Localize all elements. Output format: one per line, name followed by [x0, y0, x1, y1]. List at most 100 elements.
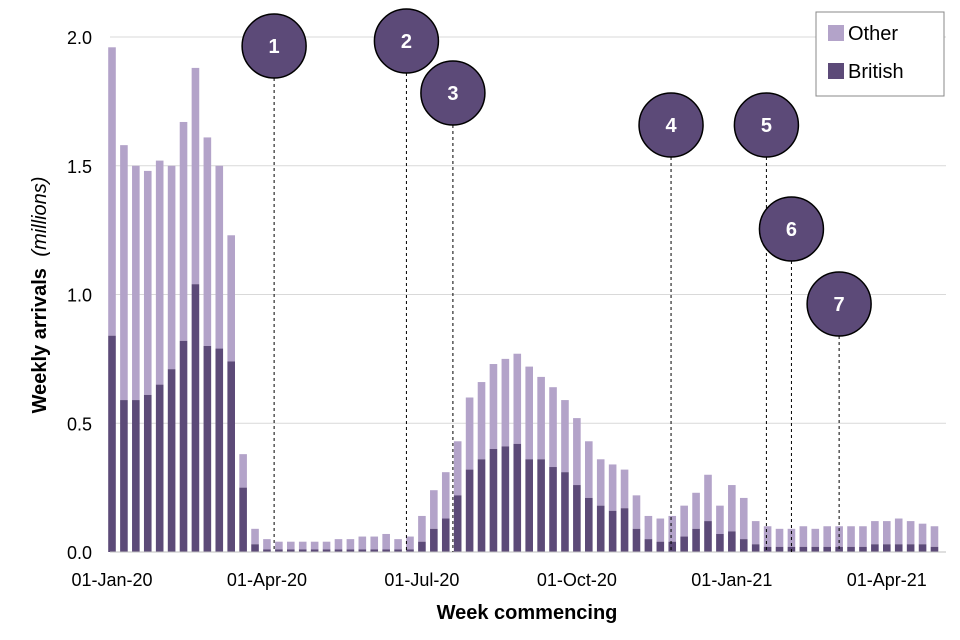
bar-british [275, 549, 283, 552]
y-tick-label: 1.5 [67, 157, 92, 177]
bar-other [334, 539, 343, 550]
bar-other [549, 387, 557, 468]
bar-british [620, 508, 629, 552]
bar-british [179, 340, 188, 552]
bar-british [298, 549, 307, 552]
bar-british [525, 459, 533, 552]
bar-other [441, 472, 450, 519]
x-tick-label: 01-Jan-20 [71, 570, 152, 590]
bar-british [847, 546, 855, 552]
annotation-label: 3 [447, 83, 458, 105]
legend-label-british: British [848, 61, 904, 83]
bar-british [716, 533, 724, 552]
annotation-circle [806, 271, 872, 337]
bar-other [620, 469, 629, 509]
bar-british [775, 546, 784, 552]
annotation-circle [373, 8, 440, 74]
x-axis-tick-labels: 01-Jan-20 01-Apr-20 01-Jul-20 01-Oct-20 01-J… [71, 570, 926, 590]
y-axis-title: Weekly arrivals (millions) [29, 177, 51, 414]
bar-other [644, 515, 653, 540]
bar-other [275, 541, 283, 550]
bar-british [310, 549, 319, 552]
annotation-circle [241, 13, 307, 79]
bar-british [871, 544, 879, 552]
bar-british [668, 541, 677, 552]
bar-other [418, 515, 426, 542]
bar-other [120, 145, 128, 401]
bar-other [370, 536, 379, 550]
bar-other [430, 490, 438, 529]
bar-british [644, 539, 653, 552]
y-tick-label: 0.5 [67, 414, 92, 434]
annotation-marker-1: 1 [241, 13, 307, 552]
bar-other [918, 523, 927, 545]
y-axis-title-main: Weekly arrivals [29, 268, 51, 413]
annotation-marker-3: 3 [420, 60, 486, 552]
annotation-marker-2: 2 [373, 8, 440, 552]
x-tick-label: 01-Jan-21 [691, 570, 772, 590]
bar-other [394, 539, 402, 550]
bar-other [596, 459, 605, 506]
bar-british [692, 528, 700, 552]
stacked-bars [108, 47, 939, 552]
y-axis-tick-labels: 0.0 0.5 1.0 1.5 2.0 [67, 28, 92, 563]
bar-british [728, 531, 736, 552]
x-tick-label: 01-Jul-20 [384, 570, 459, 590]
bar-british [418, 541, 426, 552]
x-tick-label: 01-Apr-20 [227, 570, 307, 590]
bar-british [132, 400, 140, 552]
legend: Other British [815, 11, 945, 97]
bar-other [406, 536, 414, 550]
bar-british [191, 284, 200, 552]
bar-british [406, 549, 414, 552]
bar-british [382, 549, 390, 552]
bar-british [346, 549, 355, 552]
bar-british [763, 546, 772, 552]
bar-other [799, 526, 808, 547]
bar-british [394, 549, 402, 552]
bar-british [489, 449, 498, 552]
bar-british [513, 443, 522, 552]
bar-other [346, 539, 355, 550]
bar-other [811, 528, 820, 547]
annotation-label: 6 [786, 219, 797, 241]
bar-other [668, 515, 677, 542]
bar-other [883, 521, 891, 545]
legend-label-other: Other [848, 23, 898, 45]
bar-other [358, 536, 367, 550]
bar-other [167, 165, 176, 370]
annotation-label: 2 [401, 31, 412, 53]
y-tick-label: 1.0 [67, 286, 92, 306]
bar-british [370, 549, 379, 552]
bar-british [585, 497, 593, 552]
x-tick-label: 01-Oct-20 [537, 570, 617, 590]
bar-other [108, 47, 116, 336]
bar-british [441, 518, 450, 552]
y-tick-label: 2.0 [67, 28, 92, 48]
bar-other [728, 485, 736, 532]
bar-other [143, 170, 152, 395]
annotation-circle [733, 92, 800, 158]
bar-other [263, 539, 271, 550]
bar-british [453, 495, 462, 552]
annotation-marker-6: 6 [758, 196, 825, 552]
bar-other [453, 441, 462, 496]
bar-other [871, 521, 879, 545]
bar-british [930, 546, 939, 552]
bar-other [680, 505, 688, 537]
bar-other [251, 528, 259, 545]
bar-other [525, 366, 533, 460]
bar-british [120, 400, 128, 552]
bar-other [310, 541, 319, 550]
annotation-label: 4 [665, 115, 677, 137]
bar-british [239, 487, 247, 552]
x-tick-label: 01-Apr-21 [847, 570, 927, 590]
bar-other [763, 526, 772, 547]
bar-british [227, 361, 235, 552]
bar-other [155, 160, 164, 385]
bar-other [692, 492, 700, 529]
bar-british [203, 346, 212, 552]
annotation-label: 1 [269, 36, 280, 58]
bar-british [799, 546, 808, 552]
bar-british [632, 528, 641, 552]
